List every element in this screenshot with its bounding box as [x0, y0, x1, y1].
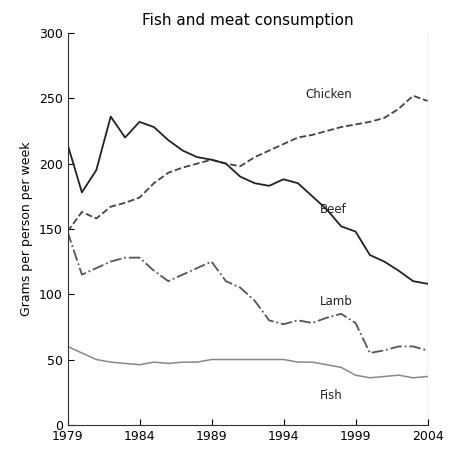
Text: Fish: Fish	[320, 388, 342, 402]
Text: Beef: Beef	[320, 203, 346, 216]
Title: Fish and meat consumption: Fish and meat consumption	[142, 13, 353, 28]
Text: Lamb: Lamb	[320, 295, 352, 308]
Y-axis label: Grams per person per week: Grams per person per week	[20, 142, 33, 316]
Text: Chicken: Chicken	[305, 88, 352, 101]
